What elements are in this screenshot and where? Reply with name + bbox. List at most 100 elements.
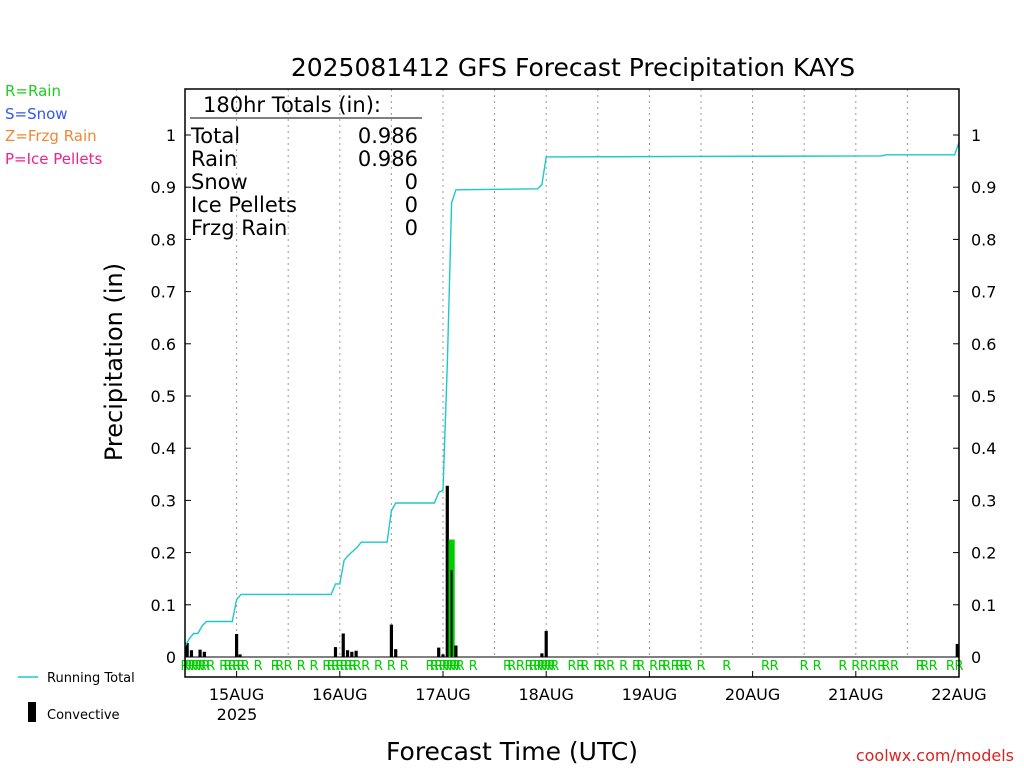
rain-marker: R xyxy=(456,659,465,674)
rain-marker: R xyxy=(662,659,671,674)
rain-marker: R xyxy=(438,659,447,674)
rain-marker: R xyxy=(800,659,809,674)
rain-marker: R xyxy=(529,659,538,674)
y-tick-label-right: 1 xyxy=(971,126,981,145)
rain-marker: R xyxy=(877,659,886,674)
rain-marker: R xyxy=(198,659,207,674)
y-tick-label-right: 0.5 xyxy=(971,387,996,406)
rain-marker: R xyxy=(352,659,361,674)
convective-bar xyxy=(333,647,338,657)
convective-bar xyxy=(345,650,350,657)
y-tick-label-right: 0.6 xyxy=(971,335,996,354)
rain-marker: R xyxy=(275,659,284,674)
x-tick-label: 15AUG xyxy=(209,685,264,704)
rain-marker: R xyxy=(327,659,336,674)
legend-snow: S=Snow xyxy=(5,105,68,123)
rain-marker: R xyxy=(331,659,340,674)
y-tick-label-left: 0.2 xyxy=(151,544,176,563)
y-tick-label-left: 0.7 xyxy=(151,283,176,302)
precip-bars xyxy=(185,485,959,657)
rain-marker: R xyxy=(929,659,938,674)
rain-marker: R xyxy=(946,659,955,674)
rain-marker: R xyxy=(184,659,193,674)
rain-marker: R xyxy=(547,659,556,674)
year-label: 2025 xyxy=(217,705,258,724)
rain-marker: R xyxy=(606,659,615,674)
rain-marker: R xyxy=(400,659,409,674)
rain-marker: R xyxy=(636,659,645,674)
y-tick-label-left: 0.9 xyxy=(151,178,176,197)
y-tick-label-left: 0.1 xyxy=(151,596,176,615)
rain-marker: R xyxy=(868,659,877,674)
rain-marker: R xyxy=(516,659,525,674)
convective-bar xyxy=(341,633,345,657)
rain-marker: R xyxy=(540,659,549,674)
rain-marker: R xyxy=(452,659,461,674)
rain-marker: R xyxy=(322,659,331,674)
rain-marker: R xyxy=(223,659,232,674)
rain-marker: R xyxy=(449,659,458,674)
x-tick-label: 19AUG xyxy=(622,685,677,704)
convective-bar xyxy=(441,654,445,657)
rain-marker: R xyxy=(194,659,203,674)
rain-marker: R xyxy=(533,659,542,674)
convective-bar xyxy=(389,624,393,657)
rain-marker: R xyxy=(567,659,576,674)
totals-label-rain: Rain xyxy=(191,147,237,171)
rain-marker: R xyxy=(576,659,585,674)
rain-marker: R xyxy=(284,659,293,674)
rain-marker: R xyxy=(543,659,552,674)
convective-bar xyxy=(202,651,206,657)
totals-label-total: Total xyxy=(190,124,240,148)
rain-marker: R xyxy=(206,659,215,674)
totals-label-ice-pellets: Ice Pellets xyxy=(191,193,297,217)
y-tick-label-right: 0.1 xyxy=(971,596,996,615)
y-tick-label-left: 0.3 xyxy=(151,491,176,510)
rain-marker: R xyxy=(309,659,318,674)
rain-marker: R xyxy=(890,659,899,674)
convective-bar xyxy=(445,485,449,657)
rain-marker: R xyxy=(598,659,607,674)
rain-marker: R xyxy=(426,659,435,674)
rain-marker: R xyxy=(254,659,263,674)
chart-title: 2025081412 GFS Forecast Precipitation KA… xyxy=(291,53,855,82)
rain-marker: R xyxy=(201,659,210,674)
rain-marker: R xyxy=(761,659,770,674)
x-tick-label: 17AUG xyxy=(415,685,470,704)
rain-marker: R xyxy=(219,659,228,674)
rain-marker: R xyxy=(297,659,306,674)
convective-bar xyxy=(544,630,548,657)
rain-marker: R xyxy=(770,659,779,674)
rain-marker: R xyxy=(580,659,589,674)
x-tick-label: 20AUG xyxy=(725,685,780,704)
rain-marker: R xyxy=(387,659,396,674)
y-tick-label-right: 0.7 xyxy=(971,283,996,302)
plot-frame xyxy=(184,88,960,678)
rain-marker: R xyxy=(191,659,200,674)
rain-marker: R xyxy=(679,659,688,674)
rain-marker: R xyxy=(671,659,680,674)
rain-marker: R xyxy=(271,659,280,674)
convective-bar xyxy=(454,645,458,657)
rain-marker: R xyxy=(348,659,357,674)
rain-marker: R xyxy=(430,659,439,674)
rain-marker: R xyxy=(658,659,667,674)
rain-marker: R xyxy=(434,659,443,674)
rain-marker: R xyxy=(187,659,196,674)
x-tick-label: 21AUG xyxy=(828,685,883,704)
y-tick-label-right: 0.3 xyxy=(971,491,996,510)
convective-bar xyxy=(235,634,239,657)
convective-bar xyxy=(189,650,194,657)
rain-marker: R xyxy=(860,659,869,674)
convective-bar xyxy=(955,643,959,657)
rain-marker: R xyxy=(228,659,237,674)
rain-marker: R xyxy=(696,659,705,674)
convective-bar xyxy=(238,654,242,657)
y-tick-label-left: 0 xyxy=(166,648,176,667)
totals-value-total: 0.986 xyxy=(358,124,418,148)
rain-marker: R xyxy=(469,659,478,674)
rain-marker: R xyxy=(550,659,559,674)
y-tick-label-left: 1 xyxy=(166,126,176,145)
rain-marker: R xyxy=(649,659,658,674)
